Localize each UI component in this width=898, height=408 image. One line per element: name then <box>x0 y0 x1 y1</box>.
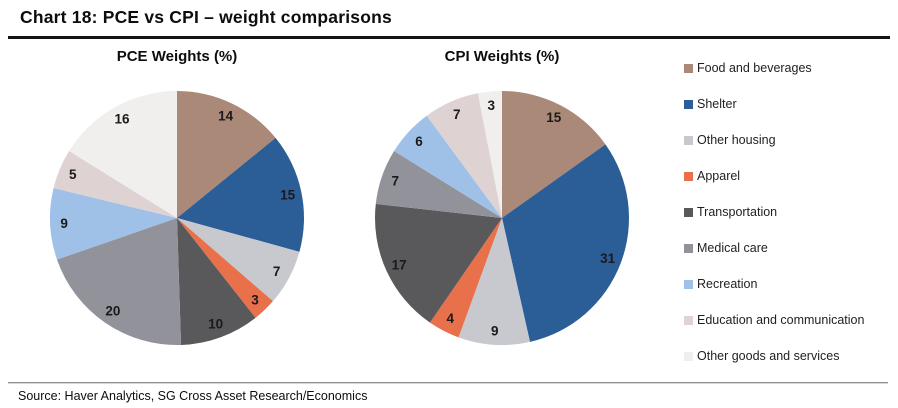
legend-item: Recreation <box>684 266 892 302</box>
pie-slice-label: 6 <box>415 134 423 149</box>
pie-slice-food-and-beverages <box>502 91 606 218</box>
legend-item: Medical care <box>684 230 892 266</box>
legend-swatch <box>684 135 693 145</box>
pce-chart-title: PCE Weights (%) <box>116 48 238 65</box>
pie-slice-label: 7 <box>453 107 461 122</box>
pie-slice-label: 9 <box>60 216 68 231</box>
pie-slice-label: 17 <box>392 258 407 273</box>
legend-label: Other goods and services <box>697 349 840 363</box>
pie-slice-label: 15 <box>546 110 562 125</box>
pie-slice-apparel <box>177 218 273 318</box>
cpi-chart-block: CPI Weights (%) 15 31 9 4 17 7 6 7 3 <box>374 48 630 346</box>
legend-swatch <box>684 171 693 181</box>
legend-item: Other housing <box>684 122 892 158</box>
legend-swatch <box>684 351 693 361</box>
pie-slice-education-and-communication <box>53 151 177 218</box>
legend-swatch <box>684 207 693 217</box>
pie-slice-transportation <box>177 218 256 345</box>
legend-swatch <box>684 63 693 73</box>
pie-slice-label: 20 <box>105 304 120 319</box>
pie-slice-label: 14 <box>218 108 234 123</box>
legend-label: Shelter <box>697 97 737 111</box>
pie-slice-shelter <box>177 137 305 252</box>
legend-swatch <box>684 99 693 109</box>
pie-slice-label: 16 <box>114 112 130 127</box>
pie-slice-label: 31 <box>600 251 616 266</box>
pie-slice-recreation <box>394 115 502 218</box>
legend-label: Apparel <box>697 169 741 183</box>
pie-slice-shelter <box>502 144 630 342</box>
pie-slice-label: 4 <box>446 311 454 326</box>
pce-chart-block: PCE Weights (%) 14 15 7 3 10 20 9 5 16 <box>49 48 305 346</box>
legend-item: Apparel <box>684 158 892 194</box>
source-note: Source: Haver Analytics, SG Cross Asset … <box>18 389 368 403</box>
pie-slice-label: 10 <box>208 317 223 332</box>
pie-slice-education-and-communication <box>426 93 502 218</box>
page-title: Chart 18: PCE vs CPI – weight comparison… <box>20 7 392 27</box>
pie-slice-apparel <box>429 218 502 338</box>
legend-item: Education and communication <box>684 302 892 338</box>
pie-slice-transportation <box>374 203 502 323</box>
pie-slice-other-housing <box>177 218 300 302</box>
legend-label: Recreation <box>697 277 758 291</box>
pie-slice-label: 3 <box>251 292 259 307</box>
legend-label: Education and communication <box>697 313 865 327</box>
pie-slice-other-housing <box>458 218 530 346</box>
legend-item: Other goods and services <box>684 338 892 374</box>
legend-label: Food and beverages <box>697 61 812 75</box>
pie-slice-food-and-beverages <box>177 91 276 218</box>
cpi-pie-chart: 15 31 9 4 17 7 6 7 3 <box>374 91 630 346</box>
legend: Food and beverages Shelter Other housing Ap… <box>684 50 892 374</box>
pie-slice-medical-care <box>375 151 502 218</box>
pie-slice-label: 7 <box>391 174 399 189</box>
pie-slice-other-goods-and-services <box>69 91 177 218</box>
legend-swatch <box>684 243 693 253</box>
pie-slice-recreation <box>49 188 177 260</box>
pie-slice-medical-care <box>56 218 182 346</box>
pie-slice-other-goods-and-services <box>477 91 502 218</box>
legend-item: Transportation <box>684 194 892 230</box>
cpi-chart-title: CPI Weights (%) <box>444 48 560 65</box>
footer-divider <box>8 382 888 384</box>
pie-slice-label: 9 <box>491 323 499 338</box>
title-divider <box>8 36 890 39</box>
legend-label: Medical care <box>697 241 768 255</box>
pce-pie-chart: 14 15 73 10 20 9 5 16 <box>49 91 305 346</box>
legend-swatch <box>684 315 693 325</box>
pie-slice-label: 5 <box>69 167 77 182</box>
legend-label: Other housing <box>697 133 776 147</box>
pie-slice-label: 7 <box>273 264 281 279</box>
pie-slice-label: 3 <box>488 98 496 113</box>
legend-label: Transportation <box>697 205 778 219</box>
pie-slice-label: 15 <box>280 187 296 202</box>
legend-item: Shelter <box>684 86 892 122</box>
legend-swatch <box>684 279 693 289</box>
legend-item: Food and beverages <box>684 50 892 86</box>
